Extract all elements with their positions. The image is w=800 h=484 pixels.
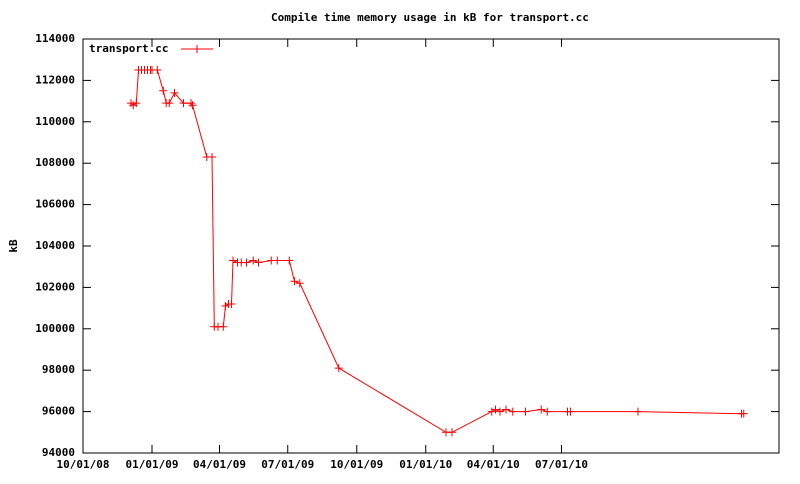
point-marker	[566, 407, 575, 416]
x-tick-label: 01/01/09	[126, 458, 179, 471]
y-tick-label: 108000	[35, 156, 75, 169]
point-marker	[170, 88, 179, 97]
point-marker	[165, 99, 174, 108]
point-marker	[448, 428, 456, 437]
y-tick-label: 106000	[35, 198, 75, 211]
x-tick-label: 07/01/09	[261, 458, 314, 471]
point-marker	[543, 407, 552, 416]
x-tick-label: 07/01/10	[535, 458, 588, 471]
point-marker	[188, 101, 197, 110]
legend-swatch	[193, 45, 201, 53]
point-marker	[502, 405, 510, 414]
point-marker	[487, 407, 496, 416]
y-tick-label: 104000	[35, 239, 75, 252]
point-marker	[537, 405, 546, 414]
point-marker	[290, 277, 299, 286]
point-marker	[521, 407, 530, 416]
y-axis-label: kB	[7, 239, 20, 253]
point-marker	[187, 99, 195, 108]
point-marker	[496, 407, 504, 416]
point-marker	[219, 322, 228, 331]
point-marker	[491, 405, 500, 414]
point-marker	[273, 256, 282, 265]
x-tick-label: 01/01/10	[399, 458, 452, 471]
x-tick-label: 04/01/09	[193, 458, 246, 471]
x-tick-label: 10/01/09	[330, 458, 383, 471]
point-marker	[179, 99, 188, 108]
point-marker	[242, 258, 251, 267]
point-marker	[295, 279, 304, 288]
y-tick-label: 98000	[42, 363, 75, 376]
point-marker	[227, 299, 236, 308]
point-marker	[285, 256, 294, 265]
point-marker	[159, 86, 168, 95]
point-marker	[739, 409, 748, 418]
chart-title: Compile time memory usage in kB for tran…	[271, 11, 589, 24]
point-marker	[254, 258, 263, 267]
y-tick-label: 94000	[42, 446, 75, 459]
x-tick-label: 10/01/08	[57, 458, 110, 471]
point-marker	[634, 407, 642, 416]
point-marker	[132, 99, 141, 108]
point-marker	[153, 66, 162, 75]
y-tick-label: 112000	[35, 73, 75, 86]
y-tick-label: 100000	[35, 322, 75, 335]
series-line	[130, 69, 744, 433]
y-tick-label: 102000	[35, 280, 75, 293]
y-tick-label: 114000	[35, 32, 75, 45]
point-marker	[508, 407, 517, 416]
x-tick-label: 04/01/10	[467, 458, 520, 471]
point-marker	[208, 152, 216, 161]
plot-frame	[82, 38, 780, 454]
y-tick-label: 96000	[42, 405, 75, 418]
point-marker	[334, 364, 343, 373]
y-tick-label: 110000	[35, 115, 75, 128]
legend-label: transport.cc	[89, 42, 168, 55]
point-marker	[249, 256, 258, 265]
point-marker	[229, 256, 237, 265]
